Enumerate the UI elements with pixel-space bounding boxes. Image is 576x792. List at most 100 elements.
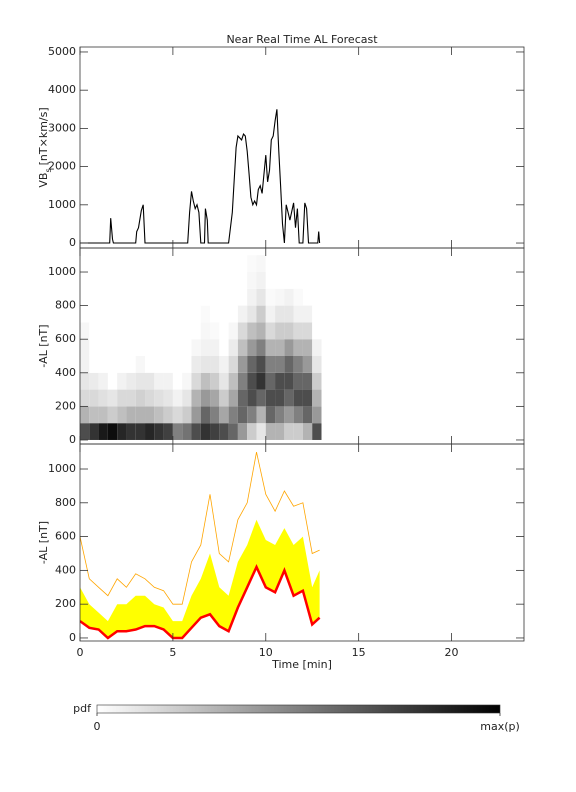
heat-cell bbox=[256, 355, 266, 373]
heat-cell bbox=[228, 389, 238, 407]
heat-cell bbox=[293, 322, 303, 340]
heat-cell bbox=[265, 423, 276, 440]
heat-cell bbox=[302, 288, 313, 306]
heat-cell bbox=[145, 389, 155, 407]
heat-cell bbox=[228, 372, 238, 390]
heat-cell bbox=[219, 339, 229, 356]
heat-cell bbox=[182, 423, 192, 440]
heat-cell bbox=[145, 355, 155, 373]
y-tick-label: 200 bbox=[55, 399, 76, 412]
heat-cell bbox=[219, 406, 229, 424]
heat-cell bbox=[172, 322, 183, 340]
heat-cell bbox=[237, 389, 248, 407]
heat-cell bbox=[98, 339, 108, 356]
heat-cell bbox=[247, 255, 257, 273]
heat-cell bbox=[107, 322, 118, 340]
heat-cell bbox=[80, 355, 90, 373]
heat-cell bbox=[163, 355, 173, 373]
y-tick-label: 3000 bbox=[48, 121, 76, 134]
heat-cell bbox=[284, 423, 294, 440]
heat-cell bbox=[163, 255, 173, 273]
heat-cell bbox=[200, 389, 211, 407]
heat-cell bbox=[293, 339, 303, 356]
heat-cell bbox=[107, 255, 118, 273]
heat-cell bbox=[247, 372, 257, 390]
heat-cell bbox=[117, 355, 127, 373]
y-tick-label: 400 bbox=[55, 563, 76, 576]
heat-cell bbox=[312, 339, 322, 356]
heat-cell bbox=[182, 406, 192, 424]
heat-cell bbox=[302, 322, 313, 340]
y-axis-label-text: VB bbox=[37, 173, 50, 188]
heat-cell bbox=[182, 305, 192, 323]
heat-cell bbox=[219, 255, 229, 273]
heat-cell bbox=[172, 406, 183, 424]
heat-cell bbox=[135, 288, 146, 306]
heat-cell bbox=[200, 255, 211, 273]
heat-cell bbox=[145, 288, 155, 306]
heat-cell bbox=[312, 355, 322, 373]
heat-cell bbox=[145, 372, 155, 390]
heat-cell bbox=[107, 305, 118, 323]
heat-cell bbox=[275, 372, 285, 390]
heat-cell bbox=[247, 355, 257, 373]
heat-cell bbox=[107, 423, 118, 440]
heat-cell bbox=[135, 423, 146, 440]
heat-cell bbox=[210, 272, 220, 289]
heat-cell bbox=[191, 423, 201, 440]
heat-cell bbox=[163, 322, 173, 340]
heat-cell bbox=[98, 322, 108, 340]
heat-cell bbox=[80, 423, 90, 440]
heat-cell bbox=[117, 305, 127, 323]
heat-cell bbox=[80, 389, 90, 407]
heat-cell bbox=[210, 339, 220, 356]
heat-cell bbox=[89, 423, 99, 440]
heat-cell bbox=[182, 389, 192, 407]
heat-cell bbox=[237, 406, 248, 424]
heat-cell bbox=[107, 406, 118, 424]
heat-cell bbox=[182, 255, 192, 273]
heat-cell bbox=[302, 372, 313, 390]
heat-cell bbox=[89, 339, 99, 356]
heat-cell bbox=[126, 272, 136, 289]
heat-cell bbox=[191, 255, 201, 273]
heat-cell bbox=[302, 305, 313, 323]
heat-cell bbox=[284, 339, 294, 356]
heat-cell bbox=[135, 372, 146, 390]
y-axis-label-sub: s bbox=[44, 168, 53, 172]
colorbar-label: pdf bbox=[73, 702, 92, 715]
heat-cell bbox=[210, 423, 220, 440]
heat-cell bbox=[98, 389, 108, 407]
heat-cell bbox=[126, 372, 136, 390]
heat-cell bbox=[117, 255, 127, 273]
heat-cell bbox=[302, 255, 313, 273]
heat-cell bbox=[145, 272, 155, 289]
y-tick-label: 1000 bbox=[48, 198, 76, 211]
heat-cell bbox=[293, 305, 303, 323]
heat-cell bbox=[98, 255, 108, 273]
heat-cell bbox=[154, 288, 164, 306]
heat-cell bbox=[256, 372, 266, 390]
y-axis-label: VBs [nT×km/s] bbox=[37, 107, 53, 187]
heat-cell bbox=[228, 288, 238, 306]
heat-cell bbox=[219, 288, 229, 306]
heat-cell bbox=[219, 355, 229, 373]
heat-cell bbox=[284, 372, 294, 390]
heat-cell bbox=[98, 406, 108, 424]
heat-cell bbox=[89, 406, 99, 424]
x-tick-label: 5 bbox=[169, 646, 176, 659]
heat-cell bbox=[107, 288, 118, 306]
heat-cell bbox=[126, 322, 136, 340]
heat-cell bbox=[172, 255, 183, 273]
heat-cell bbox=[135, 305, 146, 323]
heat-cell bbox=[98, 272, 108, 289]
heat-cell bbox=[284, 355, 294, 373]
heat-cell bbox=[117, 272, 127, 289]
heat-cell bbox=[284, 389, 294, 407]
y-tick-label: 0 bbox=[69, 631, 76, 644]
heat-cell bbox=[210, 372, 220, 390]
heat-cell bbox=[256, 305, 266, 323]
heat-cell bbox=[265, 355, 276, 373]
heat-cell bbox=[312, 322, 322, 340]
heat-cell bbox=[219, 423, 229, 440]
